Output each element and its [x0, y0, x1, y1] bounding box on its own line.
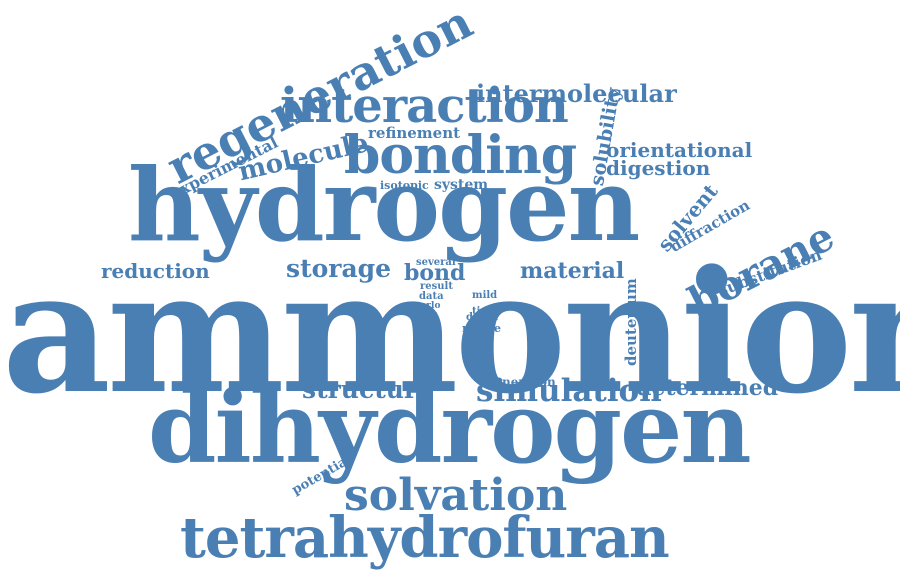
- word-mild: mild: [472, 291, 497, 301]
- word-storage: storage: [286, 256, 391, 281]
- word-material: material: [520, 260, 624, 282]
- word-solvation: solvation: [344, 474, 567, 518]
- word-reduction: reduction: [101, 261, 210, 281]
- word-system: system: [434, 178, 488, 192]
- word-isotopic: isotopic: [380, 180, 429, 191]
- word-deuterium: deuterium: [624, 278, 639, 366]
- word-several: several: [416, 258, 456, 268]
- word-intermolecular: intermolecular: [476, 82, 677, 106]
- word-refinement: refinement: [368, 126, 460, 141]
- word-digestion: digestion: [606, 158, 710, 178]
- word-structure: structure: [302, 377, 433, 402]
- word-determined: determined: [636, 377, 778, 399]
- word-simulation: simulation: [476, 376, 662, 407]
